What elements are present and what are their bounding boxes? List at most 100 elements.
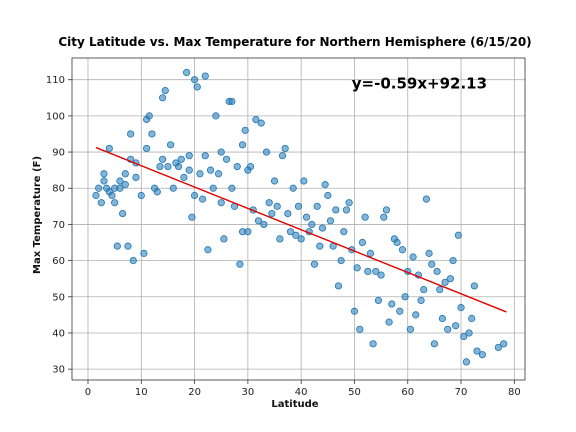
data-point <box>438 314 446 323</box>
data-point <box>105 144 113 153</box>
data-point <box>95 184 103 192</box>
y-tick-label: 80 <box>52 184 65 195</box>
y-tick-label: 90 <box>52 148 65 159</box>
x-axis-label: Latitude <box>271 399 318 410</box>
y-tick: 30 <box>52 365 72 376</box>
data-point <box>233 162 241 171</box>
y-tick-label: 100 <box>46 111 65 122</box>
data-point <box>321 181 329 189</box>
data-point <box>236 260 244 268</box>
data-point <box>398 246 407 254</box>
data-point <box>430 340 438 348</box>
data-point <box>462 358 470 366</box>
y-tick-label: 60 <box>52 256 65 267</box>
data-point <box>310 260 319 268</box>
x-tick-label: 20 <box>188 387 201 398</box>
data-point <box>212 112 220 120</box>
data-point <box>364 267 372 276</box>
data-point <box>417 296 425 305</box>
data-point <box>353 264 361 272</box>
data-point <box>441 278 449 286</box>
data-point <box>246 162 255 171</box>
data-point <box>217 148 225 156</box>
data-point <box>332 206 340 214</box>
data-point <box>334 282 343 290</box>
data-point <box>345 199 353 207</box>
data-point <box>270 177 279 185</box>
data-point <box>273 202 281 210</box>
data-point <box>177 155 185 163</box>
data-point <box>220 235 228 243</box>
data-point <box>262 148 271 156</box>
data-point <box>174 162 183 171</box>
data-point <box>412 311 420 319</box>
data-point <box>409 253 417 261</box>
data-point <box>324 191 332 200</box>
x-tick-label: 0 <box>85 387 91 398</box>
data-point <box>356 325 364 333</box>
data-point <box>143 144 151 153</box>
data-point <box>465 329 473 337</box>
data-point <box>161 86 169 95</box>
data-point <box>206 166 215 174</box>
x-tick-label: 80 <box>508 387 521 398</box>
y-tick: 110 <box>46 75 72 86</box>
x-tick: 50 <box>348 380 361 398</box>
data-point <box>127 130 135 138</box>
data-point <box>119 209 127 218</box>
data-point <box>478 351 486 359</box>
y-tick: 70 <box>52 220 72 231</box>
data-point <box>159 155 167 163</box>
data-point <box>182 68 191 77</box>
y-tick-label: 50 <box>52 292 65 303</box>
data-point <box>121 170 129 178</box>
data-point <box>196 170 204 178</box>
y-tick: 60 <box>52 256 72 267</box>
data-point <box>308 220 316 229</box>
data-point <box>260 220 268 229</box>
data-point <box>121 181 129 189</box>
data-point <box>433 267 441 276</box>
data-point <box>340 228 348 236</box>
data-point <box>241 126 249 134</box>
data-point <box>132 173 140 181</box>
data-point <box>428 260 436 268</box>
data-point <box>388 300 396 308</box>
data-point <box>180 173 188 181</box>
data-point <box>228 184 236 192</box>
chart-title: City Latitude vs. Max Temperature for No… <box>58 35 531 49</box>
data-point <box>276 235 284 243</box>
data-point <box>198 195 207 203</box>
data-point <box>111 199 119 207</box>
data-point <box>385 318 393 326</box>
x-tick: 70 <box>455 380 467 398</box>
data-point <box>396 307 404 315</box>
data-point <box>185 166 193 174</box>
data-point <box>193 83 201 91</box>
data-point <box>222 155 231 163</box>
x-tick: 0 <box>85 380 91 398</box>
data-point <box>284 209 292 218</box>
data-point <box>265 199 273 207</box>
x-tick: 10 <box>135 380 148 398</box>
data-point <box>124 242 132 250</box>
data-point <box>342 206 351 214</box>
data-point <box>473 347 481 355</box>
data-point <box>468 314 476 323</box>
data-point <box>401 293 409 301</box>
y-tick-label: 40 <box>52 328 65 339</box>
x-tick: 30 <box>242 380 255 398</box>
plot-frame <box>71 57 526 381</box>
data-point <box>92 191 100 200</box>
x-tick-label: 30 <box>242 387 255 398</box>
y-tick: 40 <box>52 328 72 339</box>
data-point <box>294 202 303 210</box>
x-axis-ticks: 0 10 20 30 40 50 60 70 80 <box>85 380 521 398</box>
data-point <box>228 97 236 106</box>
data-point <box>457 304 465 312</box>
data-point <box>361 213 369 221</box>
y-tick: 80 <box>52 184 72 195</box>
data-point <box>366 249 375 257</box>
data-point <box>169 184 177 192</box>
data-point <box>446 275 454 283</box>
